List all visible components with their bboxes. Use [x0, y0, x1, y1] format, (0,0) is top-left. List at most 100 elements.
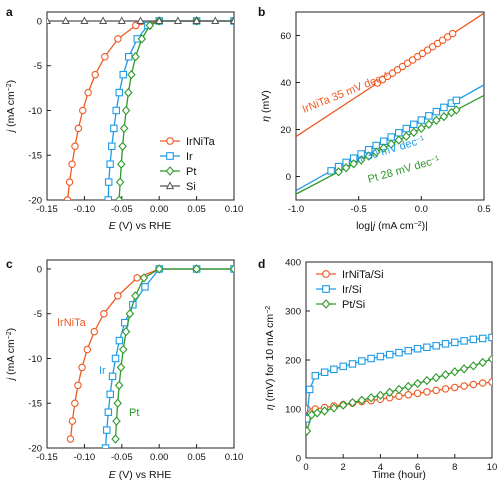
data-point: [417, 116, 426, 124]
legend-item: Si: [160, 181, 196, 193]
data-point: [402, 131, 411, 141]
data-point: [478, 379, 487, 387]
data-point: [104, 178, 113, 186]
y-tick-label: 0: [286, 172, 291, 183]
x-axis-title: Time (hour): [372, 469, 426, 481]
data-point: [413, 378, 422, 389]
data-point: [440, 103, 448, 112]
data-point: [106, 390, 114, 399]
data-point: [487, 354, 492, 364]
data-point: [386, 139, 396, 149]
data-point: [395, 348, 403, 357]
data-point: [74, 124, 83, 133]
data-point: [113, 398, 122, 408]
y-tick-label: 100: [285, 405, 301, 416]
y-tick-label: -15: [28, 151, 42, 162]
panel-b: b -1.0 -0.5 0.0 0.5 0 20 40 60 log|j (mA cm−2)| η …: [258, 5, 491, 232]
data-point: [394, 135, 404, 145]
data-point: [348, 360, 357, 368]
data-point: [460, 337, 468, 345]
y-tick-label: -15: [28, 399, 42, 410]
data-point: [106, 160, 114, 168]
legend-label: Pt: [186, 166, 196, 178]
data-point: [192, 16, 201, 25]
data-point: [71, 399, 79, 407]
legend: IrNiTa Ir Pt Si: [160, 136, 216, 193]
data-point: [398, 62, 407, 71]
data-point: [357, 395, 367, 405]
data-point: [408, 56, 417, 64]
data-point: [90, 327, 99, 336]
data-point: [91, 70, 99, 79]
data-point: [330, 365, 338, 374]
data-point: [395, 129, 403, 137]
data-point: [119, 123, 129, 134]
data-point: [63, 196, 72, 200]
x-tick-label: 0.00: [150, 452, 169, 463]
legend-marker: [321, 299, 331, 309]
x-tick-label: 10: [487, 462, 498, 473]
plot-area: [306, 333, 492, 436]
series-line: [104, 268, 234, 448]
data-point: [469, 335, 478, 344]
legend-marker: [165, 181, 175, 190]
data-point: [104, 196, 113, 200]
y-tick-label: -10: [28, 354, 42, 365]
x-tick-label: 8: [452, 462, 457, 473]
x-axis-title: E (V) vs RHE: [109, 220, 171, 232]
data-point: [438, 36, 447, 44]
legend-marker: [165, 166, 175, 176]
plot-area: [66, 264, 234, 448]
data-point: [413, 389, 422, 398]
data-point: [378, 75, 387, 84]
data-point: [349, 159, 358, 169]
data-point: [110, 124, 118, 133]
data-point: [66, 435, 75, 443]
data-point: [403, 59, 412, 67]
data-point: [413, 344, 422, 353]
y-axis-title: η (mV) for 10 mA cm−2: [264, 306, 276, 410]
y-tick-label: -5: [34, 309, 42, 320]
y-tick-label: 0: [37, 16, 42, 27]
data-point: [423, 343, 431, 352]
data-point: [124, 87, 133, 98]
series-line: [306, 336, 492, 419]
data-point: [383, 72, 392, 81]
x-tick-label: -0.10: [74, 452, 96, 463]
data-point: [393, 66, 402, 74]
legend-marker: [322, 270, 330, 278]
x-tick-label: 0.0: [415, 204, 428, 215]
legend-item: Pt/Si: [316, 299, 365, 311]
data-point: [137, 34, 147, 44]
data-point: [423, 388, 431, 396]
y-tick-label: 0: [296, 454, 301, 465]
x-tick-label: -0.5: [350, 204, 366, 215]
data-point: [339, 362, 347, 371]
data-point: [441, 340, 450, 348]
data-point: [115, 177, 125, 187]
data-point: [117, 16, 126, 25]
data-point: [114, 35, 122, 43]
data-point: [478, 357, 487, 368]
data-point: [409, 127, 419, 137]
data-point: [385, 387, 394, 397]
data-point: [47, 16, 52, 25]
panel-a: a -0.15 -0.10 -0.05 0.00 0.05 0.10 0 -5 -10 -15 -20…: [5, 5, 243, 232]
data-point: [404, 346, 413, 355]
data-point: [108, 142, 116, 151]
data-point: [379, 143, 388, 153]
y-tick-label: 40: [280, 78, 291, 89]
data-point: [404, 391, 413, 399]
data-point: [61, 16, 70, 25]
data-point: [488, 333, 492, 342]
data-point: [136, 16, 145, 25]
data-point: [459, 364, 469, 374]
series-si: [47, 16, 234, 25]
data-point: [404, 381, 413, 392]
data-point: [443, 33, 452, 41]
x-tick-label: 0.00: [150, 204, 169, 215]
data-point: [131, 52, 140, 62]
plot-frame: [305, 261, 493, 459]
x-tick-label: -0.05: [111, 452, 133, 463]
legend-label: IrNiTa: [186, 136, 216, 148]
